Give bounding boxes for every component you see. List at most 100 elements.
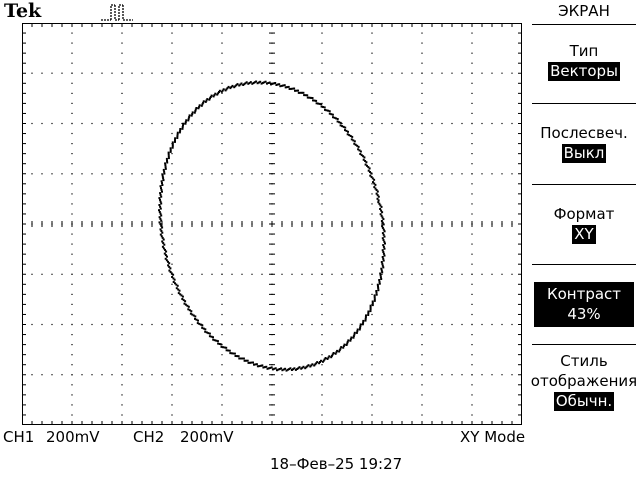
trace-point bbox=[356, 330, 359, 333]
graticule-dot bbox=[121, 52, 123, 54]
trace-point bbox=[321, 360, 324, 363]
trace-point bbox=[324, 108, 326, 111]
graticule-dot bbox=[471, 122, 473, 125]
trace-point bbox=[204, 100, 207, 103]
graticule-dot bbox=[121, 193, 123, 195]
trace-point bbox=[362, 158, 365, 161]
trace-point bbox=[286, 86, 289, 89]
trace-point bbox=[299, 91, 302, 94]
trace-point bbox=[259, 364, 262, 367]
graticule-dot bbox=[221, 263, 223, 265]
graticule-dot bbox=[431, 273, 433, 275]
trace-point bbox=[178, 131, 181, 134]
trace-point bbox=[370, 172, 373, 175]
trace-point bbox=[164, 257, 167, 260]
graticule-dot bbox=[401, 374, 403, 376]
trace-point bbox=[380, 267, 383, 270]
trace-point bbox=[277, 368, 280, 371]
trace-point bbox=[204, 330, 207, 333]
trace-point bbox=[189, 312, 192, 315]
menu-item-persistence[interactable]: Послесвеч. Выкл bbox=[528, 123, 640, 163]
trace-point bbox=[245, 81, 248, 84]
graticule-dot bbox=[281, 374, 283, 376]
graticule-dot bbox=[191, 122, 193, 125]
trace-point bbox=[286, 368, 289, 371]
trace-point bbox=[369, 306, 372, 309]
menu-item-format[interactable]: Формат XY bbox=[528, 204, 640, 244]
graticule-dot bbox=[181, 323, 183, 326]
graticule-dot bbox=[111, 374, 113, 376]
trace-point bbox=[230, 352, 233, 355]
graticule-dot bbox=[251, 374, 253, 376]
trace-point bbox=[338, 349, 341, 352]
trace-point bbox=[234, 355, 237, 357]
xy-display-screen bbox=[22, 23, 522, 425]
trace-point bbox=[176, 284, 179, 287]
trace-point bbox=[353, 142, 356, 145]
trace-point bbox=[236, 83, 239, 86]
trace-point bbox=[380, 278, 383, 280]
graticule-dot bbox=[401, 173, 403, 175]
trace-point bbox=[280, 367, 283, 370]
graticule-dot bbox=[471, 354, 473, 356]
graticule-dot bbox=[321, 243, 323, 245]
menu-item-contrast[interactable]: Контраст 43% bbox=[534, 282, 634, 327]
graticule-dot bbox=[231, 122, 233, 125]
trace-point bbox=[169, 149, 172, 152]
trace-point bbox=[327, 356, 330, 359]
trace-point bbox=[223, 346, 226, 349]
graticule-dot bbox=[501, 273, 503, 275]
trace-point bbox=[381, 211, 384, 214]
graticule-dot bbox=[301, 72, 303, 74]
graticule-dot bbox=[381, 374, 383, 376]
graticule-dot bbox=[321, 253, 323, 255]
graticule-dot bbox=[171, 233, 173, 235]
graticule-dot bbox=[421, 132, 423, 135]
graticule-dot bbox=[341, 273, 343, 275]
graticule-dot bbox=[71, 193, 73, 195]
trace-point bbox=[270, 83, 272, 86]
trace-point bbox=[194, 317, 196, 320]
graticule-dot bbox=[131, 273, 133, 275]
graticule-dot bbox=[241, 72, 243, 74]
graticule-dot bbox=[51, 374, 53, 376]
menu-item-display-style[interactable]: Стиль отображения Обычн. bbox=[528, 351, 640, 411]
trace-point bbox=[284, 367, 287, 370]
graticule-dot bbox=[241, 122, 243, 125]
graticule-dot bbox=[81, 273, 83, 275]
graticule-dot bbox=[251, 72, 253, 74]
graticule-dot bbox=[421, 293, 423, 295]
graticule-dot bbox=[171, 122, 173, 125]
graticule-dot bbox=[121, 283, 123, 285]
trace-point bbox=[187, 305, 190, 308]
trace-point bbox=[367, 314, 370, 316]
graticule-dot bbox=[41, 374, 43, 376]
trace-point bbox=[233, 352, 236, 355]
trace-point bbox=[169, 147, 172, 150]
menu-item-type[interactable]: Тип Векторы bbox=[528, 41, 640, 81]
trace-point bbox=[216, 93, 219, 96]
trace-point bbox=[269, 366, 272, 369]
graticule-dot bbox=[181, 72, 183, 74]
trace-point bbox=[195, 318, 198, 321]
trace-point bbox=[158, 216, 161, 219]
trace-point bbox=[239, 83, 242, 86]
graticule-dot bbox=[171, 253, 173, 255]
graticule-dot bbox=[371, 82, 373, 84]
ch2-scale: 200mV bbox=[180, 428, 234, 446]
graticule-dot bbox=[101, 173, 103, 175]
graticule-dot bbox=[471, 404, 473, 406]
graticule-dot bbox=[221, 82, 223, 84]
graticule-dot bbox=[121, 364, 123, 366]
trace-point bbox=[377, 289, 380, 292]
trace-point bbox=[166, 159, 168, 162]
menu-divider bbox=[532, 184, 636, 185]
trace-point bbox=[163, 243, 166, 246]
graticule-dot bbox=[301, 374, 303, 376]
graticule-dot bbox=[321, 263, 323, 265]
graticule-dot bbox=[121, 273, 123, 275]
trace-point bbox=[362, 319, 365, 322]
trace-point bbox=[176, 137, 179, 139]
graticule-dot bbox=[121, 344, 123, 346]
trace-point bbox=[238, 84, 241, 87]
